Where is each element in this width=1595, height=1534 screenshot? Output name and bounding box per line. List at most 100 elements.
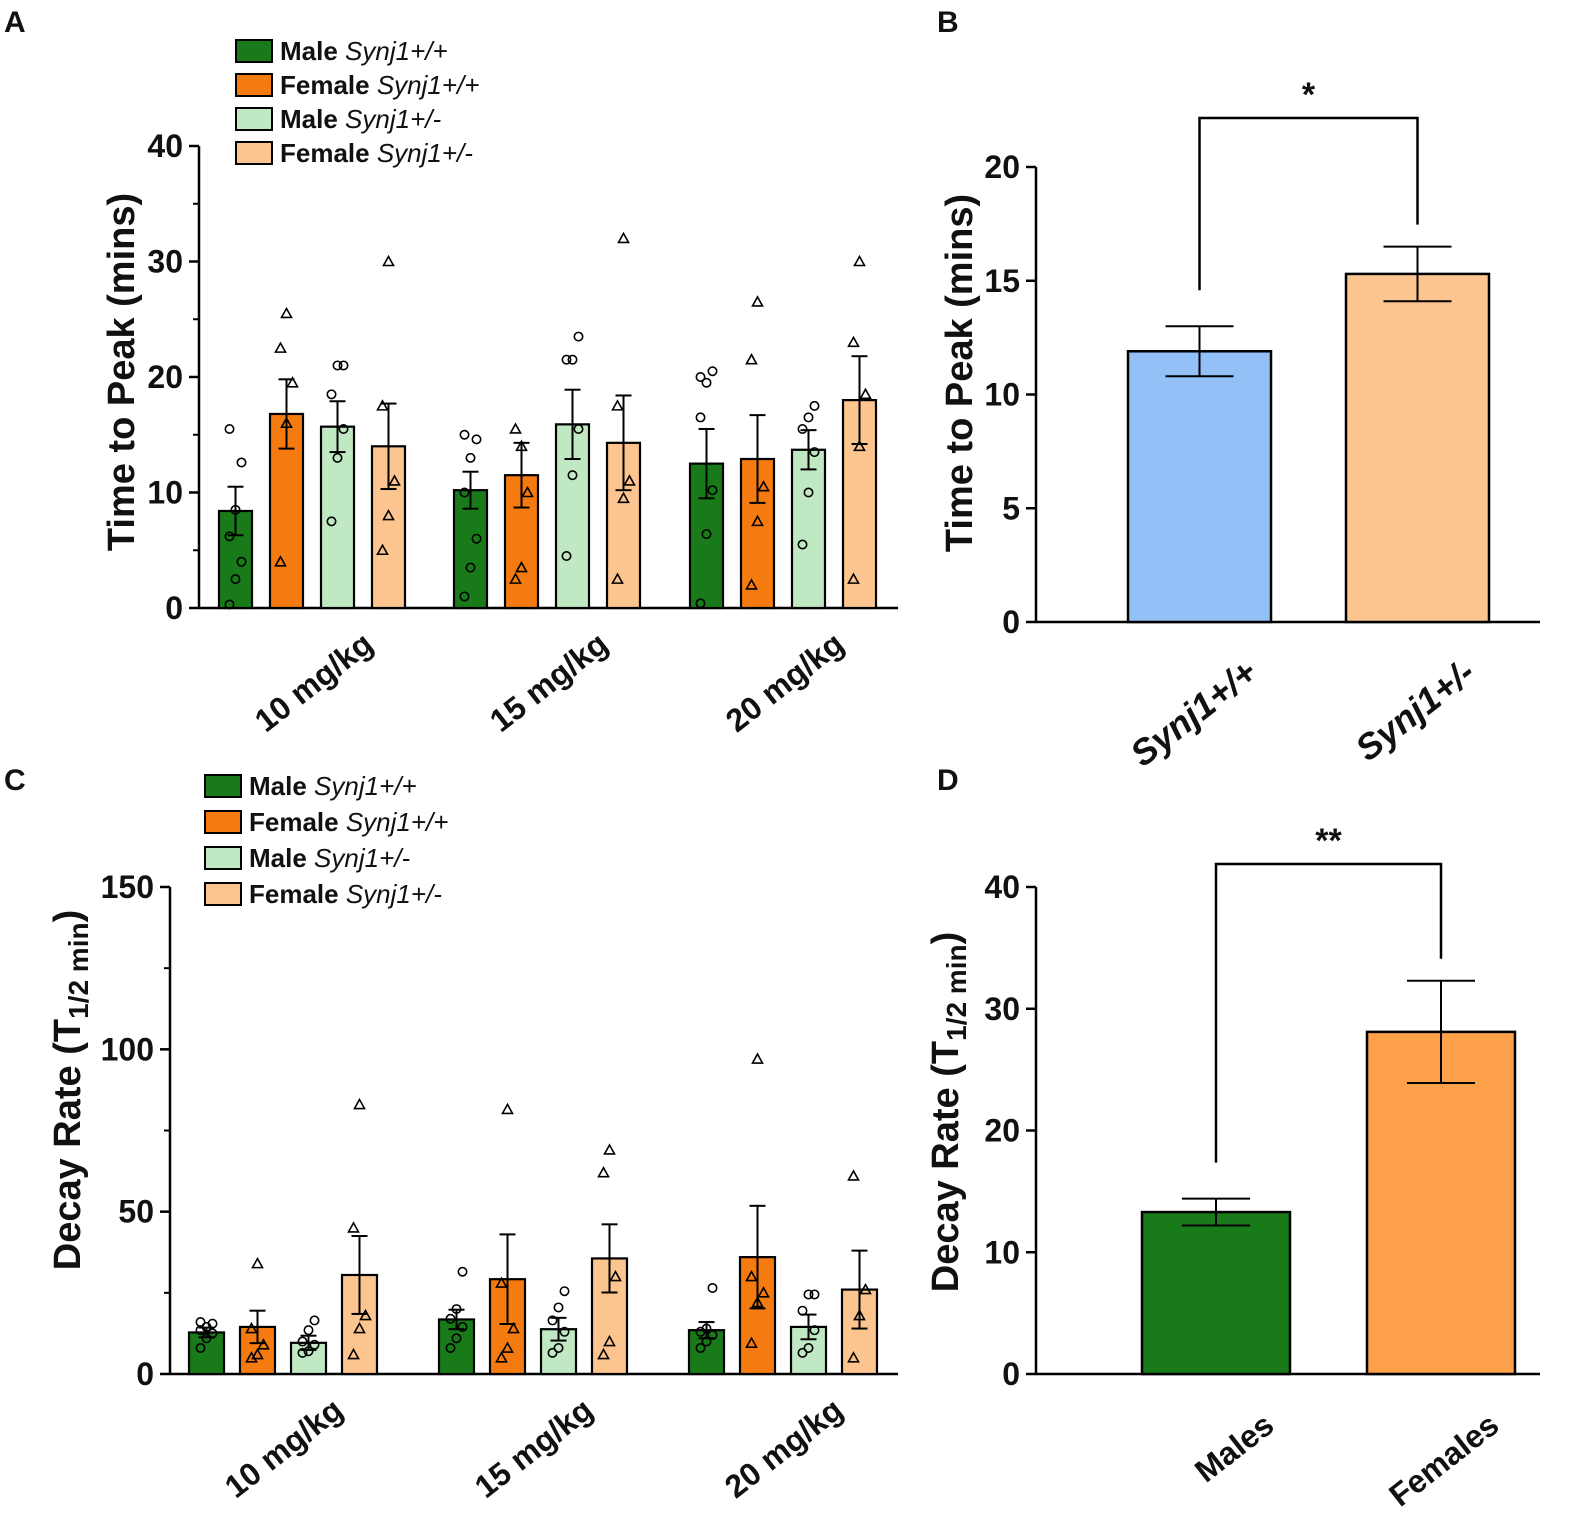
data-point-triangle xyxy=(597,1347,610,1360)
data-point-circle xyxy=(471,434,482,445)
data-point-circle xyxy=(803,1343,814,1354)
legend-sex: Male xyxy=(249,843,314,873)
data-point-circle xyxy=(297,1347,308,1358)
data-point-triangle xyxy=(745,353,758,365)
panel-d-chart: Decay Rate (T1/2 min) 0 10 20 30 40 Males Fema… xyxy=(925,822,1540,1513)
panel-d-ylabel-main: Decay Rate (T xyxy=(925,1041,967,1292)
panel-a-legend: Male Synj1+/+Female Synj1+/+Male Synj1+/… xyxy=(235,36,480,168)
data-point-triangle xyxy=(617,231,630,244)
data-point-circle xyxy=(707,485,718,496)
legend-swatch xyxy=(235,107,273,131)
data-point-circle xyxy=(195,1317,206,1328)
data-point-triangle xyxy=(617,491,630,504)
panel-d-significance-label: ** xyxy=(1315,822,1342,860)
data-point-circle xyxy=(236,556,247,567)
panel-letter-c: C xyxy=(4,764,26,797)
data-point-circle xyxy=(567,354,578,365)
data-point-circle xyxy=(695,598,706,609)
panel-c-ylabel-sub: 1/2 min xyxy=(63,922,94,1018)
legend-label: Female Synj1+/+ xyxy=(249,807,448,837)
data-point-triangle xyxy=(745,578,758,590)
data-point-circle xyxy=(230,574,241,585)
panel-c-legend: Male Synj1+/+Female Synj1+/+Male Synj1+/… xyxy=(204,771,448,909)
panel-d-y-tick-label: 40 xyxy=(984,869,1020,905)
data-point-triangle xyxy=(751,295,764,307)
data-point-circle xyxy=(465,562,476,573)
data-point-triangle xyxy=(597,1166,610,1178)
legend-swatch xyxy=(204,846,242,870)
panel-a-x-tick-label: 15 mg/kg xyxy=(483,625,614,739)
data-point-circle xyxy=(809,1289,820,1300)
legend-label: Male Synj1+/- xyxy=(249,843,410,873)
data-point-circle xyxy=(707,1282,718,1293)
data-point-triangle xyxy=(853,254,866,267)
data-point-circle xyxy=(326,389,337,400)
panel-a-x-tick-label: 10 mg/kg xyxy=(248,625,379,739)
panel-b-bar xyxy=(1344,272,1491,624)
data-point-circle xyxy=(445,1343,456,1354)
legend-swatch xyxy=(235,73,273,97)
data-point-circle xyxy=(303,1325,314,1336)
data-point-circle xyxy=(561,551,572,562)
data-point-circle xyxy=(559,1286,570,1297)
data-point-circle xyxy=(695,412,706,423)
data-point-circle xyxy=(236,457,247,468)
data-point-triangle xyxy=(251,1256,264,1269)
data-point-triangle xyxy=(382,508,395,521)
data-point-triangle xyxy=(623,474,636,486)
data-point-circle xyxy=(809,400,820,411)
data-point-circle xyxy=(445,1313,456,1324)
data-point-triangle xyxy=(509,422,522,434)
panel-d-x-tick-label: Males xyxy=(1188,1406,1280,1489)
panel-d-y-tick-label: 30 xyxy=(984,991,1020,1027)
data-point-triangle xyxy=(745,1336,758,1348)
panel-letter-b: B xyxy=(937,6,959,39)
panel-b-x-tick-label: Synj1+/+ xyxy=(1122,651,1264,774)
data-point-circle xyxy=(332,452,343,463)
data-point-circle xyxy=(559,1326,570,1337)
panel-a-bar xyxy=(790,448,827,610)
data-point-circle xyxy=(797,539,808,550)
data-point-triangle xyxy=(859,1282,872,1295)
panel-b-y-tick-label: 10 xyxy=(984,377,1020,413)
data-point-circle xyxy=(224,531,235,542)
data-point-circle xyxy=(701,529,712,540)
data-point-circle xyxy=(547,1315,558,1326)
data-point-circle xyxy=(338,360,349,371)
data-point-triangle xyxy=(251,1347,264,1360)
panel-c-x-tick-label: 15 mg/kg xyxy=(468,1391,599,1505)
panel-d-y-tick-label: 10 xyxy=(984,1234,1020,1270)
data-point-triangle xyxy=(245,1321,258,1334)
panel-c-ylabel-close: ) xyxy=(47,910,89,923)
data-point-triangle xyxy=(751,1052,764,1064)
data-point-circle xyxy=(797,423,808,434)
panel-d-ylabel-sub: 1/2 min xyxy=(941,944,972,1040)
data-point-triangle xyxy=(382,254,395,267)
data-point-triangle xyxy=(847,1169,860,1181)
data-point-triangle xyxy=(274,555,287,567)
panel-a-x-tick-label: 20 mg/kg xyxy=(719,625,850,739)
legend-sex: Female xyxy=(280,70,377,100)
panel-b-y-tick-label: 20 xyxy=(984,149,1020,185)
legend-genotype: Synj1+/- xyxy=(345,104,441,134)
legend-genotype: Synj1+/- xyxy=(346,879,442,909)
panel-c-y-axis-label: Decay Rate (T1/2 min) xyxy=(47,910,94,1270)
panel-b-chart: Time to Peak (mins) 0 5 10 15 20 Synj1+/+ Synj… xyxy=(939,76,1540,774)
data-point-circle xyxy=(459,591,470,602)
data-point-triangle xyxy=(280,306,293,319)
data-point-triangle xyxy=(757,480,770,492)
data-point-circle xyxy=(553,1343,564,1354)
data-point-circle xyxy=(803,1289,814,1300)
panel-a-y-tick-label: 40 xyxy=(147,128,183,164)
data-point-circle xyxy=(797,1347,808,1358)
data-point-circle xyxy=(695,371,706,382)
data-point-circle xyxy=(459,429,470,440)
data-point-triangle xyxy=(376,399,389,411)
legend-genotype: Synj1+/+ xyxy=(377,70,480,100)
panel-a-bar xyxy=(319,425,356,610)
data-point-circle xyxy=(332,360,343,371)
panel-d-y-axis-label: Decay Rate (T1/2 min) xyxy=(925,932,972,1292)
data-point-triangle xyxy=(388,474,401,486)
data-point-triangle xyxy=(274,341,287,353)
data-point-triangle xyxy=(515,560,528,573)
